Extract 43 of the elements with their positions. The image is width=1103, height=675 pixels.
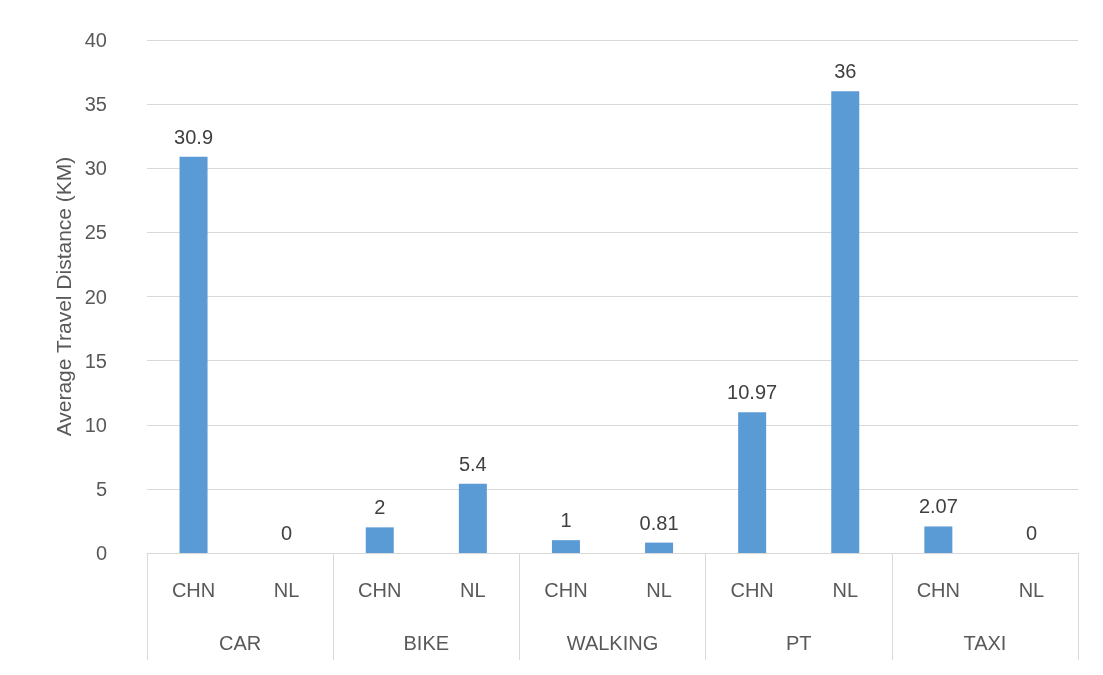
x-tick-label: CHN [730,579,774,601]
y-tick-label: 20 [84,285,107,308]
bar [738,412,767,553]
data-label: 30.9 [174,125,214,148]
text: WALKING [566,632,659,654]
data-label: 1 [560,509,572,532]
bar [645,542,674,553]
x-tick-label: NL [273,579,300,601]
x-tick-label: CHN [358,579,402,601]
data-label: 0 [1025,522,1038,544]
y-axis-title: Average Travel Distance (KM) [51,156,75,437]
bar [924,526,953,553]
data-label: 0 [281,522,293,544]
text: PT [785,632,812,654]
bar [365,527,394,553]
x-tick-label: CHN [171,579,216,601]
data-label: 36 [834,60,857,83]
bar [458,483,487,553]
data-label: 2 [374,496,386,519]
y-tick-label: 25 [84,221,107,244]
y-tick-label: 15 [84,349,107,372]
x-tick-label: NL [460,579,486,601]
bar [831,91,860,553]
data-label: 10.97 [727,381,778,404]
y-tick-label: 35 [84,93,107,116]
text: TAXI [963,632,1007,654]
y-tick-label: 0 [95,542,107,564]
x-tick-label: NL [1018,579,1045,601]
text: CAR [218,632,262,654]
y-tick-label: 5 [95,477,107,500]
bar [179,156,208,553]
data-label: 5.4 [458,452,487,475]
data-label: 2.07 [918,495,958,518]
x-tick-label: CHN [916,579,961,601]
y-tick-label: 10 [84,413,107,436]
y-tick-label: 40 [84,29,107,51]
y-tick-label: 30 [84,157,107,180]
bar [551,540,580,553]
x-tick-label: CHN [544,579,588,601]
data-label: 0.81 [639,511,679,534]
x-tick-label: NL [646,579,672,601]
text: BIKE [403,632,450,654]
x-tick-label: NL [832,579,859,601]
